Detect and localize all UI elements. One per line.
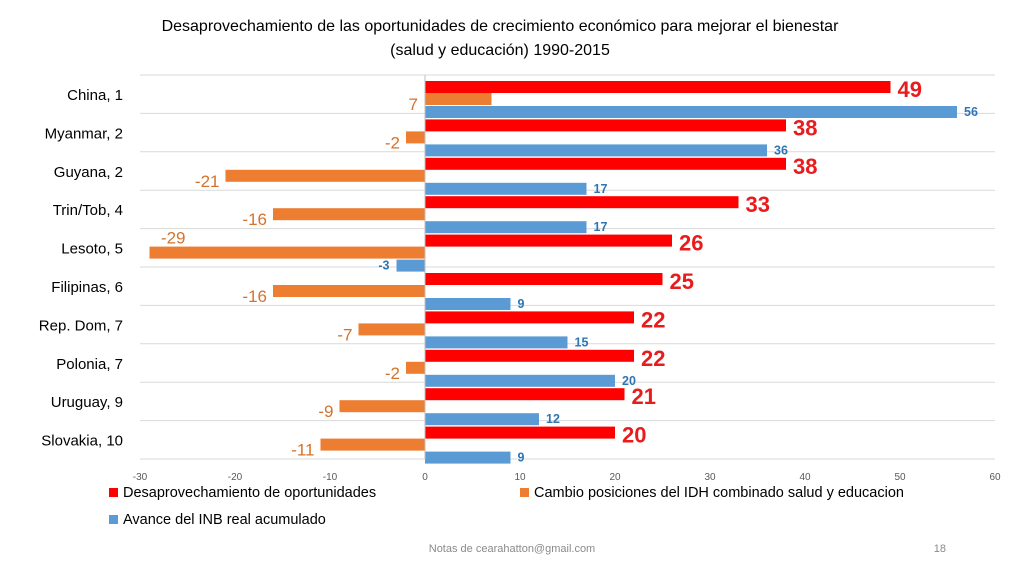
category-label: Rep. Dom, 7 <box>39 317 123 334</box>
legend-item: Avance del INB real acumulado <box>109 512 326 528</box>
page-number: 18 <box>933 543 946 555</box>
data-label: 17 <box>594 182 608 196</box>
bar <box>425 273 663 285</box>
data-label: -21 <box>195 172 220 191</box>
data-label: -11 <box>291 441 314 460</box>
x-tick-label: 30 <box>704 472 716 483</box>
legend-swatch <box>520 488 529 497</box>
bar <box>425 311 634 324</box>
bar <box>396 259 425 272</box>
bar <box>425 374 615 387</box>
x-tick-label: 50 <box>894 472 906 483</box>
data-label: 36 <box>774 143 788 157</box>
data-label: 38 <box>793 154 817 179</box>
category-label: Trin/Tob, 4 <box>53 202 123 219</box>
bar <box>406 361 425 374</box>
category-label: Myanmar, 2 <box>45 125 123 142</box>
x-tick-label: 10 <box>514 472 526 483</box>
data-label: 25 <box>670 269 694 294</box>
bar <box>425 413 539 426</box>
data-label: 22 <box>641 307 665 332</box>
category-label: Slovakia, 10 <box>41 433 123 450</box>
legend-swatch <box>109 488 118 497</box>
data-label: 7 <box>409 95 418 114</box>
bar <box>425 144 767 157</box>
data-label: 12 <box>546 412 560 426</box>
data-label: -3 <box>378 259 389 273</box>
data-label: 33 <box>746 192 770 217</box>
data-label: -9 <box>318 402 333 421</box>
data-label: 49 <box>898 77 922 102</box>
x-tick-label: 20 <box>609 472 621 483</box>
data-label: -29 <box>161 229 186 248</box>
legend-swatch <box>109 515 118 524</box>
bar <box>406 131 425 144</box>
data-label: 21 <box>632 384 656 409</box>
data-label: 9 <box>518 451 525 465</box>
data-label: 26 <box>679 231 703 256</box>
legend-item: Desaprovechamiento de oportunidades <box>109 485 376 501</box>
bar <box>339 400 425 413</box>
chart-title-line-2: (salud y educación) 1990-2015 <box>390 42 610 59</box>
category-label: Lesoto, 5 <box>61 241 123 258</box>
data-label: -7 <box>337 325 352 344</box>
bar <box>425 81 891 93</box>
data-label: 20 <box>622 374 636 388</box>
data-label: 15 <box>575 335 589 349</box>
bar <box>425 349 634 362</box>
data-label: -2 <box>385 364 400 383</box>
bar <box>149 246 425 259</box>
x-tick-label: -30 <box>133 472 148 483</box>
chart-title-line-1: Desaprovechamiento de las oportunidades … <box>162 18 839 35</box>
bar <box>425 298 511 310</box>
gridlines <box>140 74 995 460</box>
bar <box>273 208 425 221</box>
bar <box>225 169 425 182</box>
category-label: Polonia, 7 <box>56 356 123 373</box>
bar <box>425 196 739 209</box>
x-tick-label: 0 <box>422 472 428 483</box>
legend-label: Cambio posiciones del IDH combinado salu… <box>534 485 904 501</box>
data-label: -16 <box>242 210 267 229</box>
category-label: Uruguay, 9 <box>51 394 123 411</box>
data-label: 22 <box>641 346 665 371</box>
data-label: -16 <box>242 287 267 306</box>
x-tick-label: 40 <box>799 472 811 483</box>
legend-label: Avance del INB real acumulado <box>123 512 326 528</box>
category-label: China, 1 <box>67 87 123 104</box>
bar <box>425 451 511 464</box>
data-label: 38 <box>793 115 817 140</box>
bar <box>358 323 425 336</box>
bar <box>425 106 957 118</box>
axes: -30 -20 -10 0 10 20 30 40 50 60 China, 1 Myanmar, 2… <box>39 75 1001 483</box>
footer-note: Notas de cearahatton@gmail.com <box>428 543 596 555</box>
bar <box>425 234 672 247</box>
data-label: 56 <box>964 105 978 119</box>
bar <box>425 388 625 401</box>
category-label: Guyana, 2 <box>54 164 123 181</box>
bar <box>273 285 425 297</box>
bars <box>149 81 957 464</box>
data-label: 17 <box>594 220 608 234</box>
bar <box>425 182 587 195</box>
bar <box>425 157 786 170</box>
x-tick-label: 60 <box>989 472 1001 483</box>
x-tick-label: -10 <box>323 472 338 483</box>
bar <box>425 119 786 132</box>
data-label: 9 <box>518 297 525 311</box>
bar <box>425 93 492 105</box>
x-tick-label: -20 <box>228 472 243 483</box>
data-label: 20 <box>622 423 646 448</box>
bar <box>320 438 425 451</box>
legend-label: Desaprovechamiento de oportunidades <box>123 485 376 501</box>
data-label: -2 <box>385 133 400 152</box>
legend: Desaprovechamiento de oportunidades Cambi… <box>109 485 904 528</box>
category-label: Filipinas, 6 <box>51 279 123 296</box>
legend-item: Cambio posiciones del IDH combinado salu… <box>520 485 904 501</box>
bar <box>425 426 615 439</box>
bar <box>425 221 587 234</box>
bar <box>425 336 568 349</box>
